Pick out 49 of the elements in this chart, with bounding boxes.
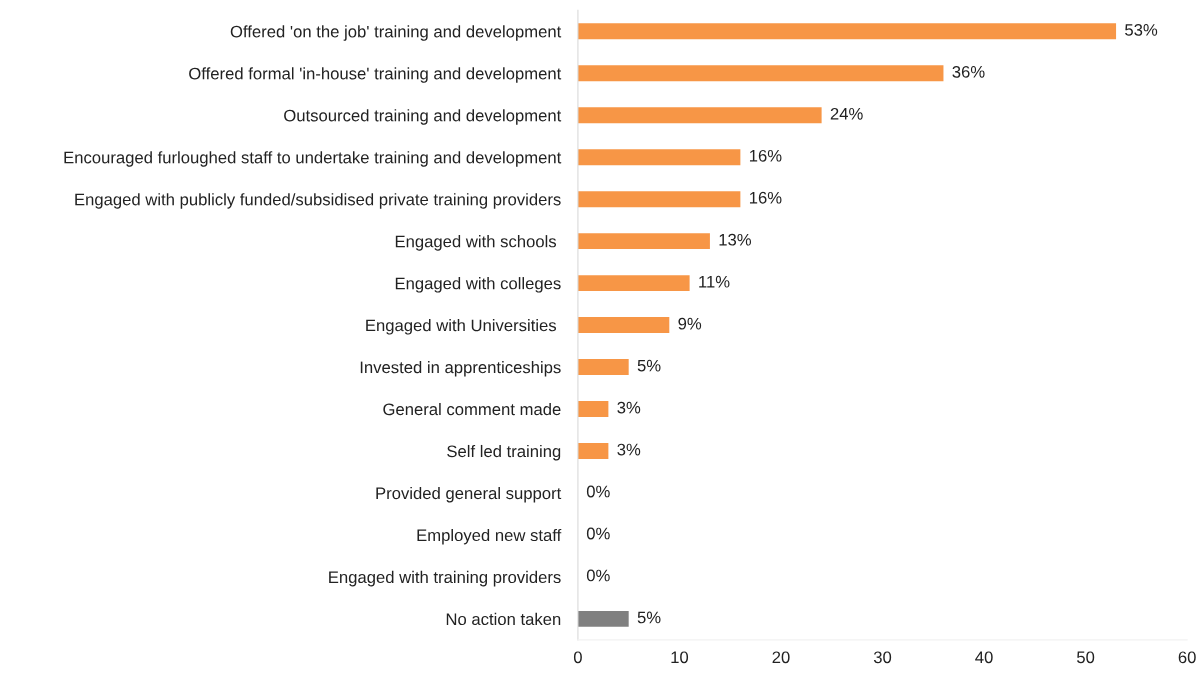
x-tick-label: 50 [1077, 651, 1095, 664]
data-label: 0% [586, 527, 610, 540]
bar [577, 191, 741, 208]
y-tick-label: Employed new staff [417, 528, 562, 545]
bar [577, 401, 609, 417]
bar [577, 317, 670, 334]
x-tick-label: 20 [772, 651, 790, 664]
y-tick-label: Engaged with training providers [329, 570, 561, 587]
data-label: 0% [586, 485, 610, 498]
data-label: 13% [719, 233, 752, 246]
y-tick-label: Engaged with schools [395, 235, 557, 251]
data-label: 53% [1125, 23, 1158, 36]
x-tick-label: 40 [975, 651, 993, 664]
y-tick-label: Engaged with Universities [366, 319, 557, 335]
bar [577, 233, 710, 250]
x-tick-label: 30 [873, 651, 892, 664]
x-tick-label: 0 [573, 651, 582, 664]
bar [577, 23, 1117, 40]
y-tick-label: Invested in apprenticeships [360, 361, 561, 377]
bar [577, 610, 629, 627]
data-label: 3% [617, 443, 641, 456]
data-label: 16% [749, 191, 782, 204]
data-label: 0% [586, 569, 610, 582]
y-tick-label: Offered formal 'in-house' training and development [189, 67, 562, 83]
y-tick-label: General comment made [383, 402, 561, 416]
data-label: 16% [749, 149, 782, 162]
y-tick-label: Engaged with publicly funded/subsidised private training providers [75, 193, 561, 209]
bar [577, 443, 609, 459]
data-label: 5% [637, 359, 661, 372]
data-label: 9% [678, 317, 702, 330]
bar [577, 275, 690, 292]
data-label: 11% [699, 275, 730, 288]
y-tick-label: Engaged with colleges [395, 277, 561, 293]
y-tick-label: Provided general support [376, 486, 562, 503]
bar [577, 149, 741, 166]
bar [577, 359, 629, 376]
data-label: 3% [617, 401, 641, 414]
y-tick-label: Outsourced training and development [284, 109, 562, 125]
y-tick-label: Offered 'on the job' training and development [230, 25, 562, 41]
x-tick-label: 10 [671, 651, 689, 664]
y-tick-label: Encouraged furloughed staff to undertake training and development [64, 151, 562, 167]
y-tick-label: Self led training [447, 444, 561, 461]
data-label: 24% [830, 107, 863, 120]
x-tick-label: 60 [1178, 651, 1196, 664]
bar [577, 107, 822, 124]
y-tick-label: No action taken [446, 612, 561, 626]
bar [577, 65, 944, 82]
data-label: 5% [637, 611, 661, 624]
data-label: 36% [952, 65, 985, 78]
